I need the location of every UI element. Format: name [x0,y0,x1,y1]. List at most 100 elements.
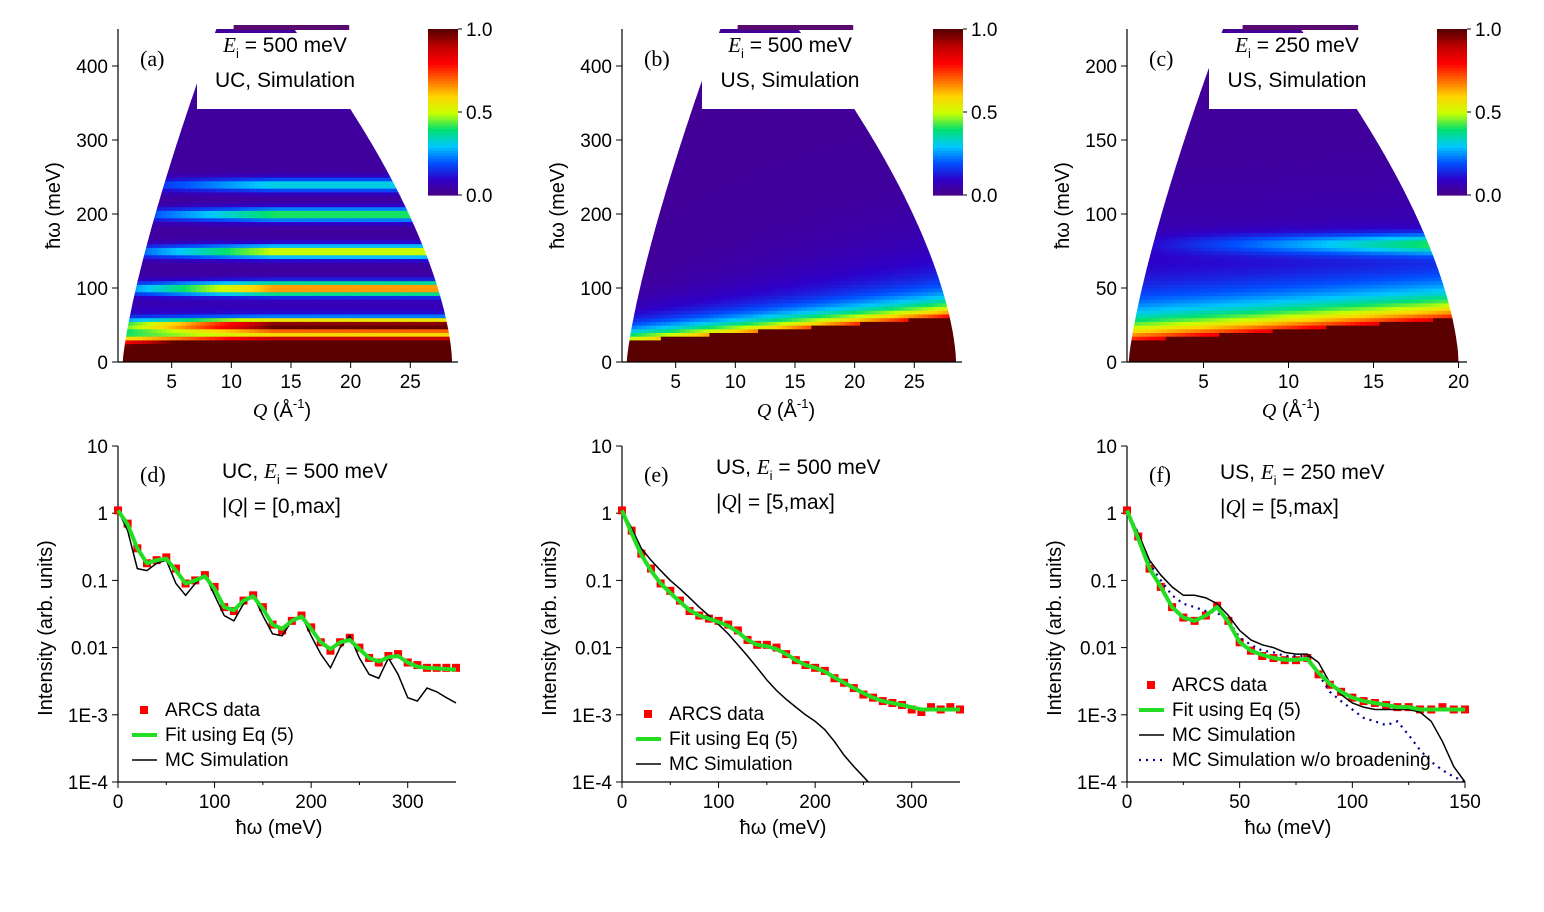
heatmap-cell [166,328,173,333]
heatmap-cell [297,317,304,322]
heatmap-cell [122,110,124,115]
heatmap-cell [195,288,202,293]
heatmap-cell [181,251,187,256]
heatmap-cell [273,29,279,34]
heatmap-cell [288,325,294,330]
heatmap-cell [322,276,328,282]
heatmap-cell [331,251,338,256]
heatmap-cell [229,136,236,141]
heatmap-cell [210,313,216,319]
heatmap-cell [171,251,177,256]
heatmap-cell [161,354,168,359]
heatmap-cell [326,347,333,352]
heatmap-cell [195,140,202,145]
heatmap-cell [137,269,143,274]
heatmap-cell [190,265,197,271]
heatmap-cell [302,225,309,230]
heatmap-cell [263,306,270,311]
heatmap-cell [341,251,347,256]
heatmap-cell [215,110,221,115]
heatmap-cell [229,162,236,167]
heatmap-cell [190,32,197,37]
heatmap-cell [166,310,173,315]
heatmap-cell [292,295,299,300]
heatmap-cell [292,239,299,245]
heatmap-cell [229,295,236,300]
heatmap-cell [181,110,187,115]
heatmap-cell [317,195,323,200]
heatmap-cell [156,88,163,93]
heatmap-cell [147,77,153,82]
heatmap-cell [278,306,284,311]
heatmap-cell [326,280,333,285]
heatmap-cell [375,62,381,67]
heatmap-cell [365,136,372,141]
heatmap-cell [283,140,289,145]
heatmap-cell [365,247,372,252]
heatmap-cell [161,128,168,134]
heatmap-cell [351,188,357,193]
heatmap-cell [365,180,372,185]
heatmap-cell [132,158,139,163]
heatmap-cell [380,143,386,148]
heatmap-cell [122,69,124,74]
heatmap-cell [317,121,323,126]
heatmap-cell [249,325,255,330]
heatmap-cell [229,313,236,319]
heatmap-cell [312,177,318,182]
heatmap-cell [268,265,275,271]
heatmap-cell [186,51,192,56]
heatmap-cell [302,343,309,348]
heatmap-cell [190,121,197,126]
heatmap-cell [288,210,294,215]
heatmap-cell [205,132,211,137]
heatmap-cell [283,343,289,348]
heatmap-cell [385,299,391,304]
heatmap-cell [268,239,275,245]
heatmap-cell [302,299,309,304]
heatmap-cell [292,273,299,278]
heatmap-cell [195,221,202,226]
heatmap-cell [152,114,158,119]
heatmap-cell [244,158,250,163]
heatmap-cell [288,306,294,311]
heatmap-cell [307,350,313,356]
heatmap-cell [331,358,338,362]
heatmap-cell [326,191,333,197]
heatmap-cell [122,321,129,326]
heatmap-cell [263,214,270,219]
heatmap-cell [312,339,318,345]
heatmap-cell [122,243,124,248]
heatmap-cell [215,136,221,141]
heatmap-cell [249,291,255,296]
heatmap-cell [156,321,163,326]
heatmap-cell [190,95,197,100]
heatmap-cell [351,339,357,345]
heatmap-cell [268,291,275,296]
heatmap-cell [356,143,362,148]
heatmap-cell [156,103,163,108]
heatmap-cell [142,128,148,134]
heatmap-cell [224,258,231,263]
heatmap-cell [375,199,381,204]
heatmap-cell [307,325,313,330]
heatmap-cell [190,350,197,356]
heatmap-cell [297,173,304,178]
heatmap-cell [122,125,124,130]
heatmap-cell [356,317,362,322]
heatmap-cell [268,125,275,130]
heatmap-cell [336,288,343,293]
heatmap-cell [326,125,333,130]
heatmap-cell [156,265,163,271]
heatmap-cell [229,350,236,356]
heatmap-cell [152,232,158,237]
heatmap-cell [142,184,148,189]
heatmap-cell [273,136,279,141]
heatmap-cell [132,66,139,71]
heatmap-cell [142,154,148,160]
heatmap-cell [254,265,260,271]
heatmap-cell [224,110,231,115]
heatmap-cell [375,239,381,245]
heatmap-cell [365,258,372,263]
heatmap-cell [273,184,279,189]
